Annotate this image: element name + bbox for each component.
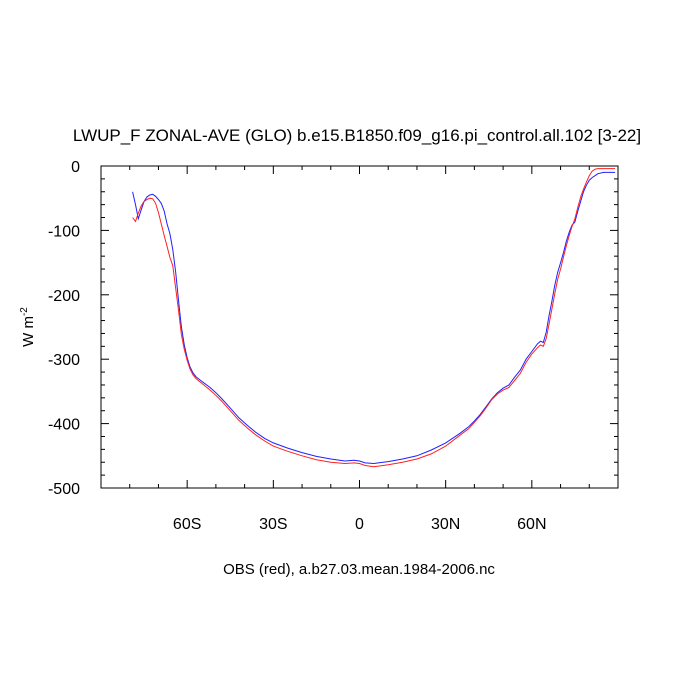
axis-ticks: [101, 166, 618, 488]
y-tick-label: -400: [48, 417, 80, 434]
chart-title: LWUP_F ZONAL-AVE (GLO) b.e15.B1850.f09_g…: [73, 126, 641, 145]
y-axis-label-main: W m: [20, 316, 37, 347]
plot-area: [132, 168, 616, 468]
tick-labels: 60S 30S 0 30N 60N 0 -100 -200 -300 -400 -500: [48, 159, 547, 533]
y-tick-label: -100: [48, 223, 80, 240]
y-tick-label: -300: [48, 352, 80, 369]
y-axis-label: W m-2: [19, 307, 37, 347]
x-tick-label: 60S: [173, 516, 201, 533]
series-line-2: [132, 168, 616, 468]
x-tick-label: 60N: [517, 516, 546, 533]
plot-frame: [100, 165, 619, 489]
x-axis-label: OBS (red), a.b27.03.mean.1984-2006.nc: [223, 561, 495, 578]
x-tick-label: 0: [355, 516, 364, 533]
series-line-1: [132, 171, 616, 465]
y-tick-label: 0: [71, 159, 80, 176]
y-axis-label-superscript: -2: [19, 307, 30, 316]
y-tick-label: -500: [48, 481, 80, 498]
y-tick-label: -200: [48, 288, 80, 305]
x-tick-label: 30N: [431, 516, 460, 533]
x-tick-label: 30S: [259, 516, 287, 533]
